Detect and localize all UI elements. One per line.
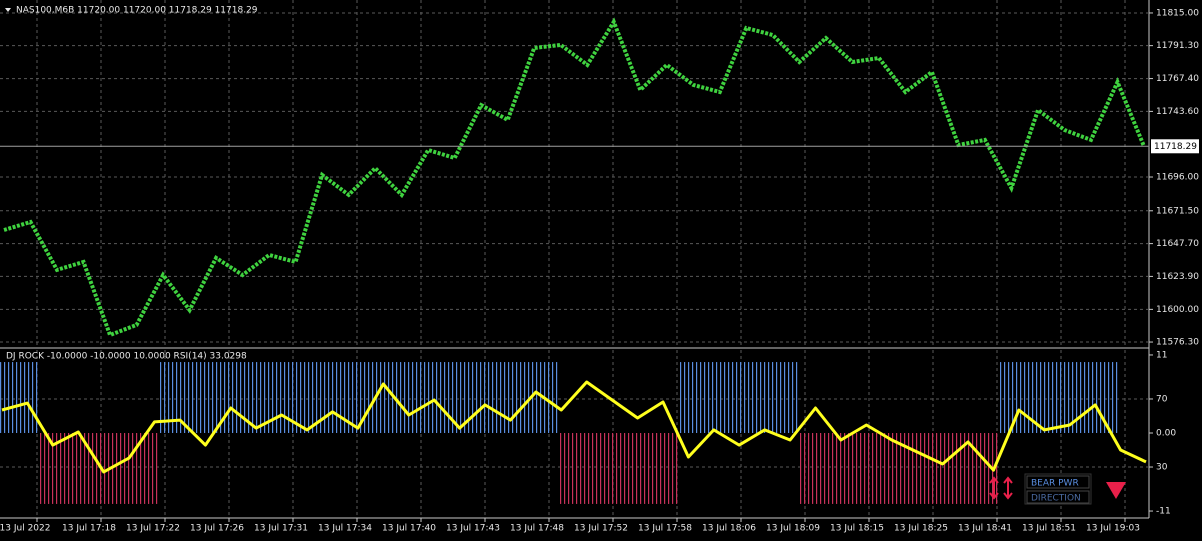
histogram-bar (660, 433, 680, 504)
histogram-bar (780, 362, 800, 433)
x-tick-label: 13 Jul 17:52 (574, 524, 628, 534)
annotation: DIRECTION (1031, 494, 1081, 504)
x-tick-label: 13 Jul 18:25 (894, 524, 948, 534)
price-line (3, 17, 1146, 338)
histogram-bar (600, 433, 620, 504)
indicator-panel: BEAR PWR DIRECTION (989, 473, 1126, 505)
y-tick-label: 11696.00 (1156, 173, 1199, 183)
x-tick-label: 13 Jul 18:06 (702, 524, 756, 534)
histogram-bar (880, 433, 900, 504)
indicator-title: DJ ROCK -10.0000 -10.0000 10.0000 RSI(14… (6, 352, 247, 362)
histogram-bar (420, 362, 440, 433)
y-tick-label: 11 (1156, 350, 1167, 360)
x-tick-label: 13 Jul 18:15 (830, 524, 884, 534)
histogram-bar (40, 433, 60, 504)
histogram-bar (760, 362, 780, 433)
histogram-bar (840, 433, 860, 504)
histogram-bar (480, 362, 500, 433)
histogram-bar (720, 362, 740, 433)
y-tick-label: 11767.40 (1156, 74, 1199, 84)
x-tick-label: 13 Jul 18:41 (958, 524, 1012, 534)
histogram-bar (80, 433, 100, 504)
histogram-bar (860, 433, 880, 504)
histogram-bar (820, 433, 840, 504)
histogram-bar (300, 362, 320, 433)
x-tick-label: 13 Jul 17:31 (254, 524, 308, 534)
panel-row (1026, 475, 1090, 489)
histogram-bar (580, 433, 600, 504)
histogram-bar (240, 362, 260, 433)
x-tick-label: 13 Jul 17:43 (446, 524, 500, 534)
x-tick-label: 13 Jul 17:22 (126, 524, 180, 534)
histogram-bar (540, 362, 560, 433)
x-tick-label: 13 Jul 19:03 (1086, 524, 1140, 534)
y-tick-label: 70 (1156, 394, 1168, 404)
histogram-bar (400, 362, 420, 433)
histogram-bar (200, 362, 220, 433)
histogram-bar (440, 362, 460, 433)
x-tick-label: 13 Jul 17:18 (62, 524, 116, 534)
histogram-bar (460, 362, 480, 433)
histogram-bar (940, 433, 960, 504)
panel-box (1024, 473, 1092, 505)
histogram-bar (800, 433, 820, 504)
histogram-bar (180, 362, 200, 433)
histogram-bar (700, 362, 720, 433)
x-tick-label: 13 Jul 17:26 (190, 524, 244, 534)
x-tick-label: 13 Jul 17:34 (318, 524, 372, 534)
menu-arrow[interactable] (5, 8, 11, 12)
annotation: BEAR PWR (1031, 479, 1079, 489)
x-tick-label: 13 Jul 17:48 (510, 524, 564, 534)
histogram-bar (680, 362, 700, 433)
x-tick-label: 13 Jul 17:58 (638, 524, 692, 534)
y-tick-label: 11815.00 (1156, 8, 1199, 18)
histogram-bar (160, 362, 180, 433)
panel-row (1026, 490, 1090, 504)
histogram-bar (120, 433, 140, 504)
last-price-box (1151, 139, 1199, 154)
histogram-bar (500, 362, 520, 433)
histogram-bar (620, 433, 640, 504)
y-tick-label: 11647.70 (1156, 239, 1199, 249)
y-tick-label: 11600.00 (1156, 305, 1199, 315)
rsi-line (1, 380, 1147, 474)
x-tick-label: 13 Jul 2022 (0, 524, 50, 534)
histogram-bar (260, 362, 280, 433)
direction-triangle (1106, 482, 1126, 499)
histogram-bar (640, 433, 660, 504)
histogram-bar (1060, 362, 1080, 433)
histogram-bar (140, 433, 160, 504)
x-tick-label: 13 Jul 17:40 (382, 524, 436, 534)
histogram-bar (1080, 362, 1100, 433)
y-tick-label: 11791.30 (1156, 41, 1199, 51)
histogram-bar (0, 362, 20, 433)
histogram-bar (220, 362, 240, 433)
histogram-bar (1040, 362, 1060, 433)
histogram-bar (1100, 362, 1120, 433)
histogram-bar (380, 362, 400, 433)
histogram-bar (340, 362, 360, 433)
x-tick-label: 13 Jul 18:09 (766, 524, 820, 534)
arrow-icon (989, 476, 1013, 500)
histogram-bar (20, 362, 40, 433)
y-tick-label: 11576.30 (1156, 338, 1199, 348)
histogram-bar (920, 433, 940, 504)
chart-title: NAS100,M6B 11720.00 11720.00 11718.29 11… (16, 6, 258, 16)
x-tick-label: 13 Jul 18:51 (1022, 524, 1076, 534)
last-price-label: 11718.29 (1154, 142, 1197, 152)
histogram-bar (740, 362, 760, 433)
histogram-bar (60, 433, 80, 504)
y-tick-label: 30 (1156, 463, 1168, 473)
histogram-bar (560, 433, 580, 504)
y-tick-label: 11743.60 (1156, 107, 1199, 117)
y-tick-label: 11623.90 (1156, 272, 1199, 282)
y-tick-label: 0.00 (1156, 429, 1176, 439)
histogram-bar (320, 362, 340, 433)
y-tick-label: -11 (1156, 507, 1171, 517)
y-tick-label: 11671.50 (1156, 206, 1199, 216)
histogram-bar (1000, 362, 1020, 433)
